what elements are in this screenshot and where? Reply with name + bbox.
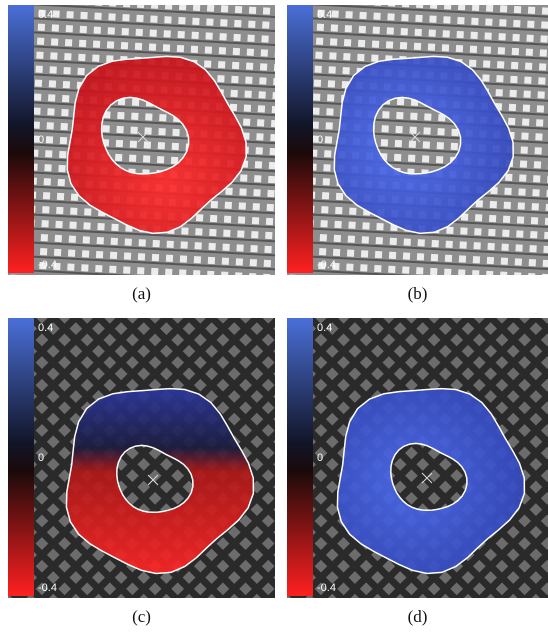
colorbar-max: 0.4 bbox=[317, 9, 332, 21]
colorbar-mid: 0 bbox=[317, 452, 323, 464]
colorbar bbox=[287, 5, 313, 273]
colorbar-max: 0.4 bbox=[38, 9, 53, 21]
panel-label: (a) bbox=[132, 284, 151, 303]
colorbar-min: -0.4 bbox=[38, 259, 57, 271]
colorbar-mid: 0 bbox=[38, 452, 44, 464]
panel: 0.4 0 -0.4 bbox=[287, 318, 548, 598]
colorbar-min: -0.4 bbox=[38, 582, 57, 594]
panel: 0.4 0 -0.4 bbox=[8, 318, 275, 598]
colorbar-min: -0.4 bbox=[317, 259, 336, 271]
panel-label: (c) bbox=[132, 607, 151, 626]
colorbar-mid: 0 bbox=[317, 134, 323, 146]
colorbar-min: -0.4 bbox=[317, 582, 336, 594]
colorbar-mid: 0 bbox=[38, 134, 44, 146]
panel: 0.4 0 -0.4 bbox=[287, 5, 548, 275]
colorbar bbox=[287, 318, 313, 596]
panel-label: (b) bbox=[408, 284, 428, 303]
colorbar bbox=[8, 318, 34, 596]
figure: 0.4 0 -0.4 (a) 0.4 0 -0.4 (b) 0.4 0 -0.4 (c) 0.4 0 -0.… bbox=[0, 0, 548, 641]
colorbar bbox=[8, 5, 34, 273]
panel-label: (d) bbox=[408, 607, 428, 626]
colorbar-max: 0.4 bbox=[38, 322, 53, 334]
colorbar-max: 0.4 bbox=[317, 322, 332, 334]
panel: 0.4 0 -0.4 bbox=[8, 5, 275, 275]
